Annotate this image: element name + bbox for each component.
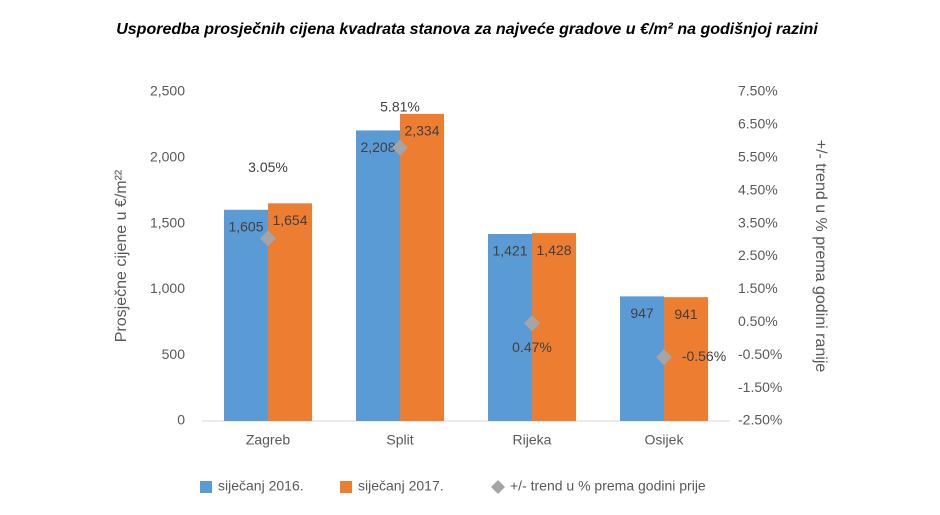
y2-tick-label: -0.50% [738,346,782,362]
legend-label: siječanj 2017. [358,478,444,494]
bar [620,296,664,421]
data-label: 2,208 [360,139,395,155]
data-label: 3.05% [248,159,288,175]
y-tick-label: 0 [177,412,185,428]
y2-axis-title: +/- trend u % prema godini ranije [812,140,829,373]
data-label: 1,605 [228,218,263,234]
data-label: 0.47% [512,339,552,355]
legend-marker [491,480,505,494]
trend-marker [260,230,276,247]
y2-tick-label: 3.50% [738,214,778,230]
bar [532,233,576,421]
data-label: 1,421 [492,243,527,259]
legend-label: siječanj 2016. [218,478,304,494]
y-tick-label: 2,500 [150,83,185,99]
bar [400,113,444,422]
y-tick-label: 500 [162,346,186,362]
y2-tick-label: 4.50% [738,181,778,197]
y-axis-title: Prosječne cijene u €/m²² [113,169,130,342]
data-label: 1,654 [272,212,307,228]
data-label: 2,334 [404,123,439,139]
y2-tick-label: 7.50% [738,83,778,99]
bar [268,203,312,421]
x-tick-label: Rijeka [513,432,552,448]
legend-swatch [340,481,352,493]
data-label: 947 [630,305,654,321]
trend-marker [656,349,672,366]
y2-tick-label: 1.50% [738,280,778,296]
y2-tick-label: 5.50% [738,149,778,165]
bar [224,209,268,421]
legend-swatch [200,481,212,493]
bar [356,130,400,422]
y-tick-label: 1,000 [150,280,185,296]
y2-tick-label: 2.50% [738,247,778,263]
data-label: 941 [674,306,698,322]
y2-tick-label: 6.50% [738,116,778,132]
y2-tick-label: 0.50% [738,313,778,329]
y-tick-label: 2,000 [150,149,185,165]
data-label: 5.81% [380,98,420,114]
data-label: -0.56% [682,348,726,364]
x-tick-label: Zagreb [246,432,291,448]
x-tick-label: Osijek [645,432,685,448]
chart-title: Usporedba prosječnih cijena kvadrata sta… [116,21,818,38]
trend-marker [524,315,540,332]
bar [664,297,708,421]
bar [488,233,532,421]
x-tick-label: Split [386,432,413,448]
y2-tick-label: -1.50% [738,379,782,395]
trend-marker [392,139,408,156]
y-tick-label: 1,500 [150,214,185,230]
legend-label: +/- trend u % prema godini prije [510,478,706,494]
y2-tick-label: -2.50% [738,412,782,428]
data-label: 1,428 [536,242,571,258]
